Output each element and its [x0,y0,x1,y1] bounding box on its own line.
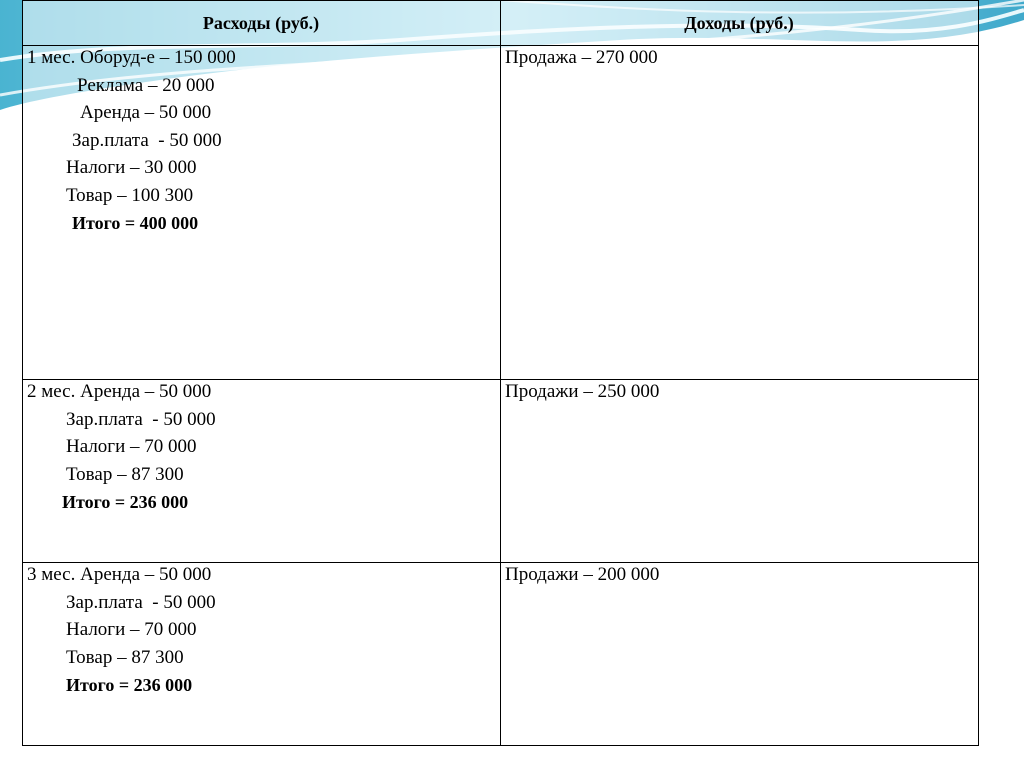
expense-line: Налоги – 30 000 [66,157,197,178]
expense-total: Итого = 236 000 [62,492,189,512]
header-cell: Доходы (руб.) [684,13,794,33]
expense-line: 1 мес. Оборуд-е – 150 000 [27,47,236,68]
expense-line: Зар.плата - 50 000 [72,129,222,151]
header-cell: Расходы (руб.) [202,13,320,33]
income-line: Продажи – 200 000 [505,564,660,585]
expense-line: Зар.плата - 50 000 [66,591,216,613]
expense-line: Аренда – 50 000 [80,102,212,123]
expense-line: Товар – 100 300 [66,184,194,206]
expense-line: Товар – 87 300 [66,646,184,668]
expense-line: Зар.плата - 50 000 [66,408,216,430]
income-line: Продажи – 250 000 [505,381,660,402]
table-cell [500,45,979,380]
expense-line: 2 мес. Аренда – 50 000 [27,381,212,402]
expense-line: Товар – 87 300 [66,463,184,485]
table-cell [500,562,979,746]
expense-line: Налоги – 70 000 [66,619,197,640]
expense-line: Налоги – 70 000 [66,436,197,457]
expense-total: Итого = 400 000 [72,213,199,233]
expense-line: Реклама – 20 000 [77,74,215,96]
income-line: Продажа – 270 000 [505,47,658,68]
table-cell [500,379,979,563]
expense-total: Итого = 236 000 [66,675,193,695]
expense-line: 3 мес. Аренда – 50 000 [27,564,212,585]
